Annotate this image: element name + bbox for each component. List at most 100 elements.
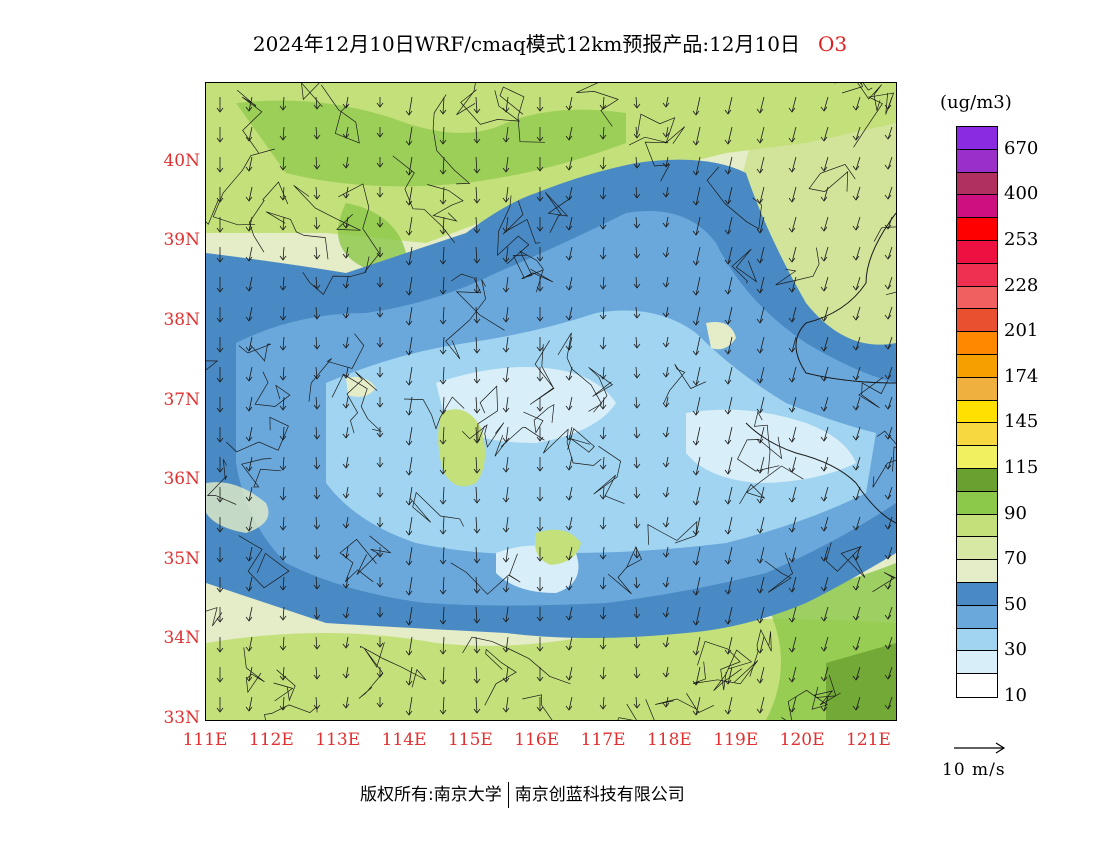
- wind-arrow: [662, 336, 670, 348]
- wind-arrow: [245, 246, 253, 262]
- admin-border: [477, 385, 498, 443]
- admin-border: [321, 84, 360, 144]
- lon-label: 113E: [315, 730, 361, 750]
- wind-arrow: [756, 396, 765, 414]
- wind-arrow: [852, 516, 861, 531]
- wind-arrow: [313, 396, 321, 410]
- wind-arrow: [852, 96, 861, 111]
- wind-arrow: [756, 606, 765, 624]
- wind-arrow: [279, 96, 287, 111]
- wind-arrow: [245, 696, 253, 712]
- admin-border: [713, 649, 753, 691]
- wind-arrow: [599, 636, 607, 650]
- wind-arrow: [536, 577, 544, 592]
- wind-arrow: [662, 606, 670, 618]
- wind-arrow: [820, 666, 829, 682]
- admin-border: [872, 572, 896, 593]
- wind-arrow: [884, 306, 893, 320]
- wind-arrow: [216, 307, 224, 323]
- wind-arrow: [216, 217, 224, 233]
- wind-arrow: [279, 396, 287, 411]
- admin-border: [206, 459, 237, 505]
- admin-border: [427, 184, 464, 222]
- wind-arrow: [216, 397, 224, 413]
- wind-arrow: [852, 696, 861, 711]
- admin-border: [512, 254, 554, 283]
- wind-arrow: [279, 276, 287, 291]
- wind-arrow: [633, 696, 641, 709]
- wind-arrow: [599, 306, 607, 320]
- wind-arrow: [502, 576, 510, 593]
- legend-label: 115: [1004, 457, 1039, 478]
- wind-arrow: [756, 126, 765, 144]
- color-legend: [956, 126, 998, 698]
- wind-arrow: [820, 516, 829, 532]
- wind-arrow: [216, 517, 224, 533]
- wind-arrow: [342, 276, 350, 289]
- wind-arrow: [756, 486, 765, 504]
- wind-arrow: [565, 696, 573, 711]
- wind-arrow: [565, 486, 573, 501]
- wind-arrow: [279, 336, 287, 351]
- wind-arrow: [565, 216, 573, 231]
- wind-arrow: [376, 577, 384, 588]
- wind-arrow: [820, 276, 829, 292]
- legend-swatch: [957, 446, 997, 469]
- lon-label: 116E: [514, 730, 560, 750]
- wind-arrow: [536, 217, 544, 232]
- wind-arrow: [565, 666, 573, 681]
- wind-arrow: [536, 697, 544, 712]
- admin-border: [346, 371, 378, 434]
- wind-arrow: [692, 246, 701, 266]
- wind-arrow: [245, 546, 253, 562]
- admin-border: [462, 636, 571, 685]
- wind-arrow: [473, 576, 481, 594]
- wind-arrow: [662, 216, 670, 228]
- lat-label: 33N: [163, 708, 200, 728]
- wind-arrow: [788, 606, 797, 623]
- wind-arrow: [473, 96, 481, 114]
- wind-arrow: [342, 606, 350, 619]
- wind-arrow: [439, 666, 447, 685]
- wind-arrow: [502, 516, 510, 533]
- wind-arrow: [405, 606, 413, 626]
- wind-arrow: [884, 276, 893, 290]
- admin-border: [731, 248, 758, 284]
- wind-arrow: [662, 576, 670, 588]
- wind-arrow: [313, 306, 321, 320]
- wind-arrow: [788, 636, 797, 653]
- wind-arrow: [662, 456, 670, 468]
- wind-arrow: [852, 606, 861, 621]
- wind-arrow: [756, 666, 765, 684]
- admin-border: [502, 200, 541, 244]
- wind-arrow: [502, 696, 510, 713]
- wind-arrow: [724, 576, 733, 595]
- wind-arrow: [565, 456, 573, 471]
- wind-arrow: [788, 366, 797, 383]
- wind-arrow: [439, 456, 447, 475]
- wind-arrow: [279, 516, 287, 531]
- wind-arrow: [852, 276, 861, 291]
- wind-arrow: [756, 366, 765, 384]
- wind-arrow: [536, 547, 544, 562]
- admin-border: [445, 279, 486, 360]
- wind-arrow: [439, 486, 447, 505]
- wind-arrow: [405, 696, 413, 716]
- admin-border: [212, 148, 275, 226]
- wind-arrow: [536, 637, 544, 652]
- admin-border: [857, 83, 882, 111]
- wind-arrow: [692, 186, 701, 206]
- wind-arrow: [473, 696, 481, 714]
- wind-arrow: [884, 186, 893, 200]
- wind-arrow: [756, 336, 765, 354]
- wind-arrow: [502, 96, 510, 113]
- wind-arrow: [473, 486, 481, 504]
- wind-arrow: [788, 246, 797, 263]
- legend-swatch: [957, 468, 997, 492]
- admin-border: [545, 192, 572, 233]
- wind-arrow: [565, 516, 573, 531]
- admin-border: [873, 226, 896, 242]
- admin-border: [813, 674, 841, 706]
- admin-border: [739, 465, 804, 505]
- wind-arrow: [313, 126, 321, 140]
